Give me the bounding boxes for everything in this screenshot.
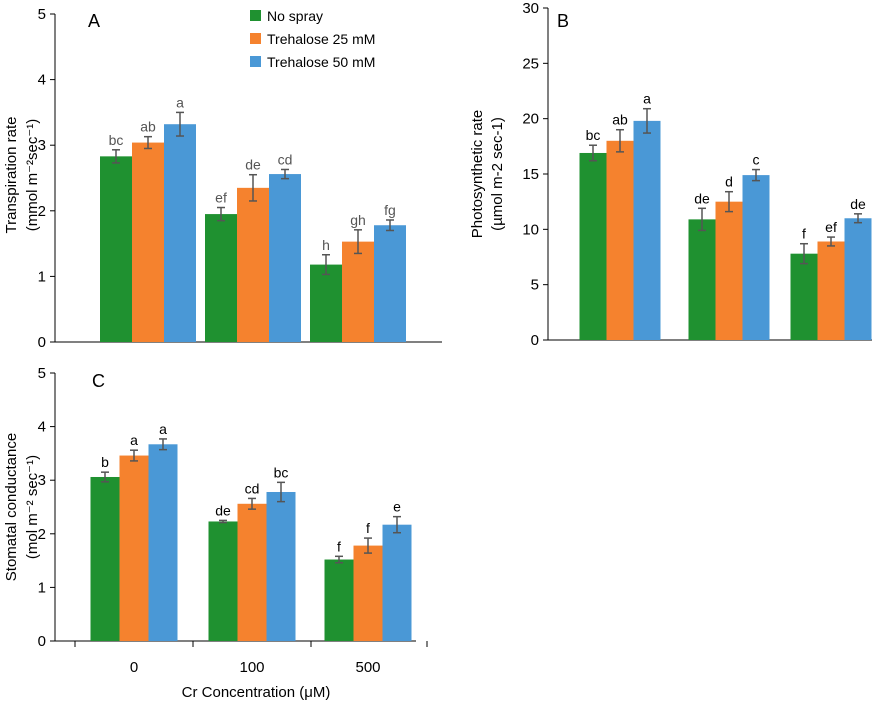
panel-a-significance-label: ab — [140, 119, 156, 135]
legend-swatch-trehalose-25 — [250, 33, 261, 44]
panel-a-y-tick-label: 3 — [38, 137, 46, 154]
panel-c-letter: C — [92, 371, 105, 391]
panel-b-bar-trehalose-25 — [715, 201, 743, 340]
panel-b-significance-label: a — [643, 91, 651, 107]
panel-c-significance-label: cd — [245, 480, 260, 496]
panel-c-y-tick-label: 0 — [38, 633, 46, 650]
panel-a-letter: A — [88, 11, 100, 31]
panel-b-bar-trehalose-50 — [633, 120, 661, 340]
panel-a-y-tick-label: 2 — [38, 203, 46, 220]
panel-b-y-tick-label: 5 — [531, 277, 539, 294]
legend-label-trehalose-50: Trehalose 50 mM — [267, 54, 375, 70]
panel-a-y-tick-label: 5 — [38, 6, 46, 23]
panel-a-significance-label: gh — [350, 212, 366, 228]
panel-a-bar-no-spray — [205, 214, 237, 342]
panel-a-bar-no-spray — [100, 156, 132, 342]
panel-c-y-tick-label: 5 — [38, 365, 46, 382]
panel-c-significance-label: a — [130, 432, 138, 448]
panel-c-y-tick-label: 1 — [38, 579, 46, 596]
panel-b-letter: B — [557, 11, 569, 31]
panel-b-ylabel: Photosynthetic rate — [469, 110, 486, 238]
panel-b-y-tick-label: 15 — [522, 166, 539, 183]
legend: No spray Trehalose 25 mM Trehalose 50 mM — [250, 8, 375, 70]
panel-c-significance-label: f — [366, 520, 370, 536]
panel-a-bar-trehalose-50 — [374, 225, 406, 342]
panel-c-x-tick-label: 500 — [355, 659, 380, 676]
legend-swatch-trehalose-50 — [250, 56, 261, 67]
legend-label-trehalose-25: Trehalose 25 mM — [267, 31, 375, 47]
panel-c-bar-no-spray — [208, 521, 238, 641]
panel-b-y-tick-label: 25 — [522, 55, 539, 72]
panel-a-significance-label: fg — [384, 202, 396, 218]
panel-c-x-tick-label: 0 — [130, 659, 138, 676]
panel-a-chart: A Transpiration rate (mmol m⁻²sec⁻¹) 0 1 2… — [3, 6, 442, 351]
panel-b-y-tick-label: 10 — [522, 221, 539, 238]
panel-c-bar-trehalose-25 — [119, 455, 149, 641]
panel-a-bar-trehalose-25 — [342, 241, 374, 342]
panel-a-significance-label: a — [176, 94, 184, 110]
panel-a-significance-label: de — [245, 157, 261, 173]
panel-a-significance-label: cd — [278, 151, 293, 167]
panel-b-bar-no-spray — [688, 219, 716, 340]
panel-b-significance-label: de — [850, 196, 866, 212]
panel-b-bar-trehalose-25 — [606, 140, 634, 340]
panel-b-significance-label: d — [725, 174, 733, 190]
panel-c-y-tick-label: 3 — [38, 472, 46, 489]
panel-a-y-tick-label: 4 — [38, 72, 46, 89]
panel-c-significance-label: a — [159, 421, 167, 437]
panel-a-bar-no-spray — [310, 264, 342, 342]
panel-c-y-tick-label: 4 — [38, 419, 46, 436]
panel-b-y-tick-label: 30 — [522, 0, 539, 17]
panel-c-significance-label: bc — [274, 464, 289, 480]
panel-b-significance-label: c — [753, 152, 760, 168]
panel-c-bar-trehalose-50 — [382, 524, 412, 641]
panel-b-y-tick-label: 20 — [522, 111, 539, 128]
panel-b-significance-label: ab — [612, 112, 628, 128]
panel-b-bar-no-spray — [790, 253, 818, 340]
panel-b-bar-no-spray — [579, 152, 607, 340]
panel-c-significance-label: e — [393, 499, 401, 515]
panel-a-bar-trehalose-25 — [132, 142, 164, 342]
panel-b-bar-trehalose-50 — [844, 218, 872, 340]
panel-c-y-tick-label: 2 — [38, 526, 46, 543]
panel-c-bar-trehalose-50 — [148, 444, 178, 641]
panel-c-ylabel: Stomatal conductance — [3, 433, 20, 581]
panel-a-y-tick-label: 0 — [38, 334, 46, 351]
panel-c-significance-label: f — [337, 538, 341, 554]
panel-b-significance-label: ef — [825, 219, 837, 235]
panel-c-bar-trehalose-50 — [266, 491, 296, 641]
panel-a-significance-label: ef — [215, 190, 227, 206]
panel-b-y-tick-label: 0 — [531, 332, 539, 349]
panel-b-bar-trehalose-25 — [817, 241, 845, 340]
panel-a-ylabel: Transpiration rate — [3, 117, 20, 234]
panel-b-chart: B Photosynthetic rate (µmol m-2 sec-1) 0… — [469, 0, 872, 349]
legend-swatch-no-spray — [250, 10, 261, 21]
panel-a-bar-trehalose-50 — [164, 124, 196, 342]
panel-a-bar-trehalose-25 — [237, 187, 269, 342]
panel-c-chart: C Stomatal conductance (mol m⁻² sec⁻¹) 0… — [3, 365, 428, 701]
panel-c-significance-label: de — [215, 502, 231, 518]
panel-c-bar-no-spray — [324, 559, 354, 641]
panel-a-significance-label: bc — [109, 132, 124, 148]
panel-a-y-tick-label: 1 — [38, 268, 46, 285]
panel-c-bar-trehalose-25 — [237, 503, 267, 641]
panel-c-x-tick-label: 100 — [239, 659, 264, 676]
x-axis-title: Cr Concentration (μM) — [182, 684, 331, 701]
panel-a-ylabel-units: (mmol m⁻²sec⁻¹) — [24, 119, 41, 232]
panel-b-ylabel-units: (µmol m-2 sec-1) — [489, 117, 506, 231]
panel-b-bar-trehalose-50 — [742, 175, 770, 340]
panel-c-bar-trehalose-25 — [353, 545, 383, 641]
legend-label-no-spray: No spray — [267, 8, 323, 24]
panel-b-significance-label: de — [694, 190, 710, 206]
panel-b-significance-label: f — [802, 226, 806, 242]
panel-c-ylabel-units: (mol m⁻² sec⁻¹) — [24, 455, 41, 559]
panel-c-bar-no-spray — [90, 476, 120, 641]
panel-a-significance-label: h — [322, 237, 330, 253]
panel-b-significance-label: bc — [586, 127, 601, 143]
panel-a-bar-trehalose-50 — [269, 174, 301, 342]
panel-c-significance-label: b — [101, 454, 109, 470]
